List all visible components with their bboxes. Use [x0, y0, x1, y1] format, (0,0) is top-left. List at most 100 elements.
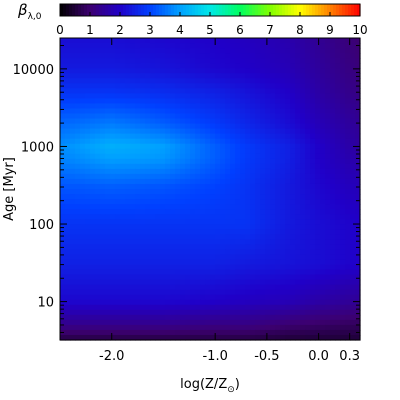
- heatmap-cell: [270, 58, 276, 64]
- heatmap-cell: [295, 58, 301, 64]
- heatmap-cell: [105, 168, 111, 175]
- y-tick-label: 10000: [13, 63, 54, 78]
- heatmap-cell: [150, 294, 156, 301]
- heatmap-cell: [245, 219, 251, 225]
- heatmap-cell: [170, 314, 176, 321]
- heatmap-cell: [245, 128, 251, 135]
- heatmap-cell: [130, 163, 136, 170]
- heatmap-cell: [195, 108, 201, 115]
- heatmap-cell: [355, 53, 361, 59]
- heatmap-cell: [255, 58, 261, 64]
- heatmap-cell: [160, 204, 166, 210]
- heatmap-cell: [230, 128, 236, 135]
- heatmap-cell: [270, 73, 276, 79]
- heatmap-cell: [195, 58, 201, 64]
- heatmap-cell: [165, 254, 171, 261]
- heatmap-cell: [100, 319, 106, 326]
- heatmap-cell: [130, 314, 136, 321]
- heatmap-cell: [265, 73, 271, 79]
- heatmap-cell: [110, 319, 116, 326]
- heatmap-cell: [285, 113, 291, 120]
- heatmap-cell: [60, 138, 66, 145]
- heatmap-cell: [120, 73, 126, 79]
- heatmap-cell: [215, 178, 221, 185]
- heatmap-cell: [80, 239, 86, 245]
- heatmap-cell: [285, 259, 291, 266]
- y-tick-label: 100: [29, 218, 54, 233]
- colorbar-cell: [270, 4, 274, 16]
- heatmap-cell: [70, 158, 76, 165]
- heatmap-cell: [260, 178, 266, 185]
- heatmap-cell: [170, 93, 176, 99]
- heatmap-cell: [210, 58, 216, 64]
- heatmap-cell: [340, 214, 346, 220]
- heatmap-cell: [280, 214, 286, 220]
- heatmap-cell: [320, 53, 326, 59]
- colorbar-cell: [246, 4, 250, 16]
- heatmap-cell: [180, 309, 186, 316]
- heatmap-cell: [290, 88, 296, 94]
- heatmap-cell: [300, 189, 306, 195]
- heatmap-cell: [250, 334, 256, 341]
- heatmap-cell: [285, 249, 291, 256]
- heatmap-cell: [95, 53, 101, 59]
- heatmap-cell: [100, 334, 106, 341]
- heatmap-cell: [170, 48, 176, 54]
- heatmap-cell: [70, 224, 76, 230]
- heatmap-cell: [145, 93, 151, 99]
- heatmap-cell: [240, 93, 246, 99]
- colorbar-cell: [216, 4, 220, 16]
- heatmap-cell: [110, 224, 116, 230]
- heatmap-cell: [255, 73, 261, 79]
- heatmap-cell: [335, 53, 341, 59]
- heatmap-cell: [115, 168, 121, 175]
- heatmap-cell: [320, 103, 326, 110]
- heatmap-cell: [130, 284, 136, 291]
- heatmap-cell: [280, 334, 286, 341]
- heatmap-cell: [115, 299, 121, 306]
- heatmap-cell: [230, 269, 236, 276]
- heatmap-cell: [295, 168, 301, 175]
- heatmap-cell: [160, 83, 166, 89]
- heatmap-cell: [295, 183, 301, 190]
- heatmap-cell: [90, 63, 96, 69]
- heatmap-cell: [180, 209, 186, 215]
- heatmap-cell: [80, 38, 86, 44]
- heatmap-cell: [340, 143, 346, 150]
- heatmap-cell: [350, 199, 356, 205]
- heatmap-cell: [190, 173, 196, 180]
- heatmap-cell: [165, 43, 171, 49]
- heatmap-cell: [340, 259, 346, 266]
- heatmap-cell: [340, 73, 346, 79]
- heatmap-cell: [240, 43, 246, 49]
- heatmap-cell: [200, 158, 206, 165]
- heatmap-cell: [235, 314, 241, 321]
- heatmap-cell: [330, 43, 336, 49]
- heatmap-cell: [345, 314, 351, 321]
- heatmap-cell: [245, 259, 251, 266]
- heatmap-cell: [110, 234, 116, 240]
- heatmap-cell: [180, 329, 186, 336]
- heatmap-cell: [250, 158, 256, 165]
- heatmap-cell: [260, 274, 266, 281]
- heatmap-cell: [205, 269, 211, 276]
- heatmap-cell: [65, 329, 71, 336]
- heatmap-cell: [150, 68, 156, 74]
- heatmap-cell: [225, 254, 231, 261]
- heatmap-cell: [345, 113, 351, 120]
- heatmap-cell: [265, 53, 271, 59]
- heatmap-cell: [65, 189, 71, 195]
- heatmap-cell: [290, 48, 296, 54]
- heatmap-cell: [230, 274, 236, 281]
- colorbar-cell: [321, 4, 325, 16]
- heatmap-cell: [240, 304, 246, 311]
- heatmap-cell: [175, 153, 181, 160]
- heatmap-cell: [350, 173, 356, 180]
- heatmap-cell: [155, 88, 161, 94]
- heatmap-cell: [290, 128, 296, 135]
- heatmap-cell: [130, 259, 136, 266]
- heatmap-cell: [315, 254, 321, 261]
- heatmap-cell: [220, 269, 226, 276]
- heatmap-cell: [70, 289, 76, 296]
- heatmap-cell: [140, 123, 146, 130]
